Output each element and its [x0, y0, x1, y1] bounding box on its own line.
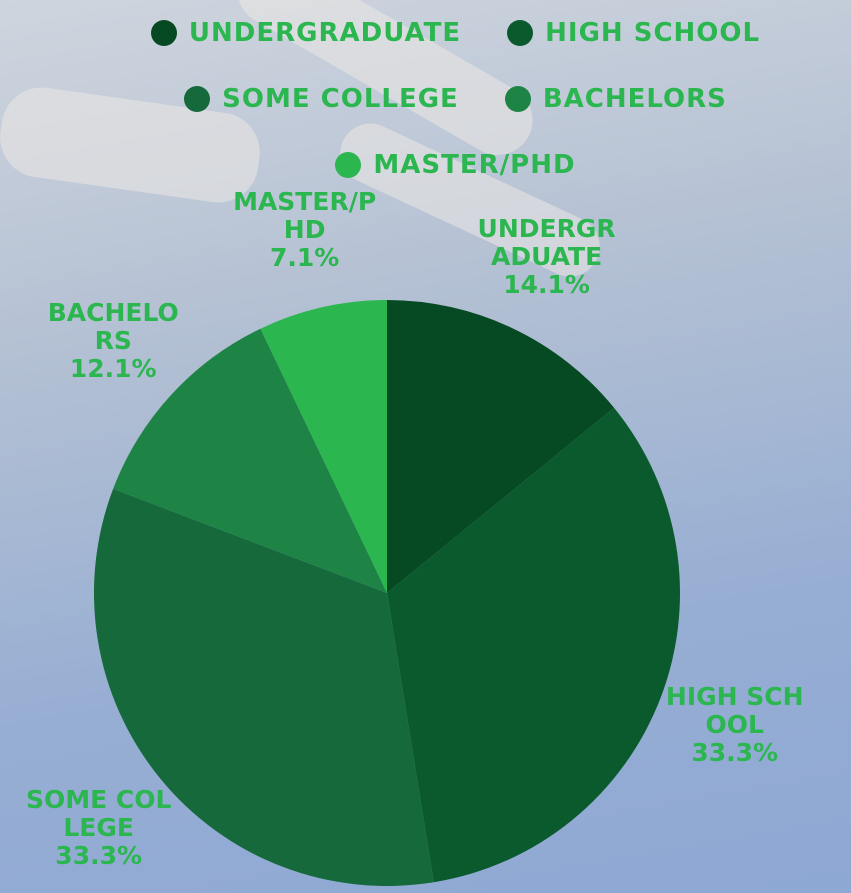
legend-marker	[504, 86, 531, 112]
pie-slice	[387, 407, 680, 883]
legend-item: MASTER/PHD	[335, 132, 575, 198]
legend-label: SOME COLLEGE	[222, 84, 459, 114]
data-label: SOME COLLEGE 33.3%	[24, 786, 174, 870]
category-label: SOME COLLEGE	[25, 785, 172, 843]
pie-slice	[387, 300, 615, 593]
pie-slice	[113, 328, 387, 593]
value-label: 14.1%	[503, 269, 590, 299]
legend-item: UNDERGRADUATE	[150, 0, 462, 66]
category-label: UNDERGRADUATE	[477, 213, 616, 271]
legend-item: HIGH SCHOOL	[507, 0, 760, 66]
legend-marker	[184, 86, 211, 112]
legend-marker	[150, 20, 177, 46]
data-label: UNDERGRADUATE 14.1%	[472, 213, 622, 299]
data-label: HIGH SCHOOL 33.3%	[660, 683, 810, 767]
legend-label: UNDERGRADUATE	[188, 18, 462, 48]
legend-label: BACHELORS	[542, 84, 727, 114]
value-label: 33.3%	[55, 841, 143, 871]
data-label: BACHELORS 12.1%	[38, 299, 188, 383]
pie-slice	[260, 300, 387, 593]
value-label: 7.1%	[269, 243, 340, 273]
legend-marker	[507, 20, 534, 46]
category-label: MASTER/PHD	[233, 187, 377, 245]
legend-item: SOME COLLEGE	[184, 66, 459, 132]
legend: UNDERGRADUATE HIGH SCHOOL SOME COLLEGE BACH…	[60, 0, 851, 198]
legend-item: BACHELORS	[504, 66, 727, 132]
legend-label: MASTER/PHD	[373, 150, 576, 180]
category-label: BACHELORS	[47, 298, 179, 356]
legend-label: HIGH SCHOOL	[545, 18, 761, 48]
value-label: 12.1%	[69, 354, 157, 384]
pie-slice	[93, 488, 434, 887]
legend-marker	[335, 152, 362, 178]
value-label: 33.3%	[691, 738, 779, 768]
category-label: HIGH SCHOOL	[665, 682, 804, 740]
data-label: MASTER/PHD 7.1%	[230, 188, 380, 272]
